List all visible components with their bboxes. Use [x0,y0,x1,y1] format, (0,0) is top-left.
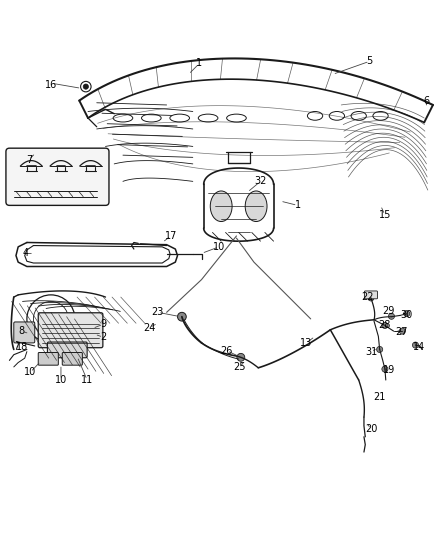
Text: 26: 26 [221,346,233,356]
Text: 5: 5 [367,56,373,66]
Text: 14: 14 [413,342,425,352]
Text: 10: 10 [55,375,67,385]
FancyBboxPatch shape [14,322,35,343]
Text: 29: 29 [382,306,395,317]
Circle shape [413,342,419,348]
FancyBboxPatch shape [6,148,109,205]
Text: 6: 6 [424,95,429,106]
Circle shape [237,353,245,361]
FancyBboxPatch shape [47,342,87,358]
Text: 15: 15 [379,210,391,220]
FancyBboxPatch shape [364,291,378,299]
Text: 2: 2 [100,332,106,342]
Circle shape [368,295,374,301]
Text: 21: 21 [374,392,386,402]
Text: 20: 20 [365,424,377,434]
Text: 19: 19 [383,366,396,375]
Circle shape [382,322,388,328]
Text: 10: 10 [24,367,36,377]
Text: 13: 13 [300,338,312,348]
Text: 1: 1 [294,200,300,211]
FancyBboxPatch shape [62,352,82,365]
FancyBboxPatch shape [38,352,58,365]
Text: 16: 16 [45,80,57,90]
Text: 8: 8 [18,326,25,336]
FancyBboxPatch shape [38,313,103,348]
Text: 4: 4 [23,248,29,259]
Text: 10: 10 [213,242,225,252]
Circle shape [389,313,395,319]
Circle shape [177,312,186,321]
Text: 23: 23 [152,308,164,317]
Text: 31: 31 [365,346,377,357]
Text: 25: 25 [234,362,246,372]
Circle shape [382,366,388,372]
Circle shape [377,346,383,352]
Circle shape [399,328,406,334]
Text: 28: 28 [378,320,390,330]
Text: 18: 18 [15,342,28,352]
Text: 24: 24 [143,322,155,333]
Text: 30: 30 [401,310,413,319]
Text: 27: 27 [395,327,408,337]
Ellipse shape [245,191,267,222]
Text: 11: 11 [81,375,93,385]
Text: 17: 17 [165,231,177,241]
Circle shape [404,311,410,317]
Text: 9: 9 [100,319,106,329]
Text: 7: 7 [26,155,32,165]
Text: 32: 32 [254,176,267,187]
Text: 22: 22 [361,292,374,302]
Ellipse shape [210,191,232,222]
Circle shape [83,84,88,89]
Text: 1: 1 [196,59,202,68]
